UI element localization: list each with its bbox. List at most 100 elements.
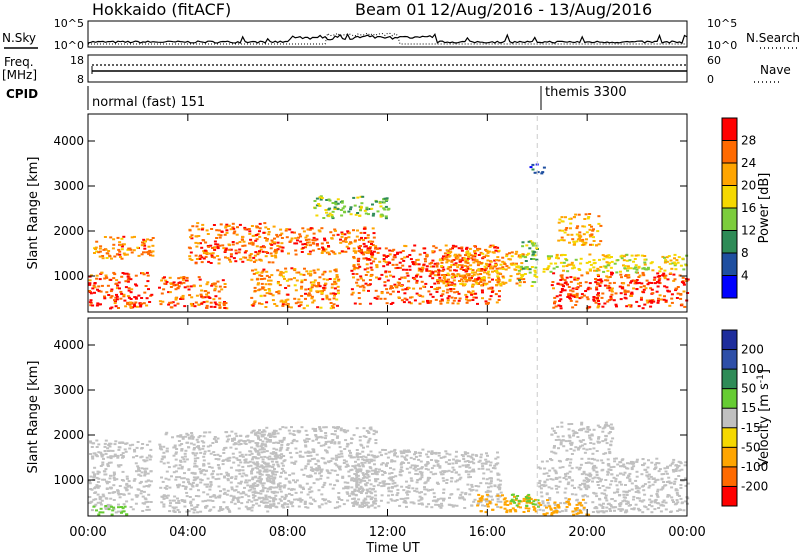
- vel-echo-cell: [515, 497, 518, 500]
- vel-echo-cell: [211, 500, 215, 502]
- power-echo-cell: [127, 247, 131, 250]
- vel-echo-cell: [245, 481, 249, 484]
- vel-echo-cell: [290, 442, 294, 445]
- power-echo-cell: [480, 268, 484, 270]
- power-echo-cell: [450, 296, 454, 299]
- vel-echo-cell: [141, 443, 145, 445]
- vel-echo-cell: [263, 443, 267, 446]
- vel-echo-cell: [128, 447, 132, 450]
- power-echo-cell: [643, 268, 647, 271]
- vel-echo-cell: [365, 492, 368, 495]
- vel-echo-cell: [369, 467, 373, 470]
- vel-echo-cell: [284, 493, 288, 496]
- power-echo-cell: [169, 282, 173, 285]
- vel-echo-cell: [477, 493, 481, 496]
- power-echo-cell: [382, 265, 386, 268]
- power-echo-cell: [389, 303, 393, 305]
- vel-echo-cell: [466, 483, 470, 486]
- vel-echo-cell: [210, 466, 214, 469]
- power-echo-cell: [501, 266, 505, 269]
- power-echo-cell: [573, 276, 577, 279]
- power-echo-cell: [310, 295, 314, 298]
- power-echo-cell: [336, 202, 340, 205]
- power-echo-cell: [378, 260, 382, 263]
- power-echo-cell: [510, 255, 514, 258]
- power-echo-cell: [450, 284, 453, 286]
- power-echo-cell: [352, 247, 356, 250]
- power-echo-cell: [527, 240, 531, 243]
- vel-echo-cell: [658, 468, 662, 471]
- power-echo-cell: [126, 295, 130, 298]
- vel-echo-cell: [112, 508, 116, 511]
- vel-echo-cell: [412, 458, 416, 461]
- power-echo-cell: [110, 288, 114, 291]
- power-echo-cell: [518, 284, 522, 287]
- power-echo-cell: [409, 296, 412, 299]
- power-echo-cell: [482, 256, 486, 259]
- vel-echo-cell: [399, 468, 403, 471]
- power-echo-cell: [553, 300, 557, 303]
- vel-echo-cell: [263, 455, 267, 458]
- power-echo-cell: [236, 226, 239, 229]
- power-echo-cell: [563, 279, 567, 282]
- vel-echo-cell: [455, 504, 459, 507]
- power-echo-cell: [596, 273, 600, 276]
- vel-echo-cell: [109, 461, 113, 464]
- vel-echo-cell: [165, 496, 169, 499]
- vel-echo-cell: [199, 481, 203, 484]
- vel-echo-cell: [288, 474, 292, 477]
- power-echo-cell: [339, 241, 343, 244]
- vel-echo-cell: [216, 437, 220, 440]
- vel-echo-cell: [225, 440, 229, 443]
- power-echo-cell: [536, 171, 540, 174]
- vel-echo-cell: [469, 489, 473, 492]
- vel-echo-cell: [184, 486, 188, 489]
- vel-echo-cell: [254, 432, 258, 435]
- power-echo-cell: [675, 297, 679, 299]
- power-echo-cell: [445, 261, 449, 264]
- power-echo-cell: [375, 266, 379, 269]
- vel-echo-cell: [430, 450, 434, 453]
- vel-echo-cell: [295, 479, 299, 482]
- vel-echo-cell: [372, 429, 376, 432]
- power-echo-cell: [341, 240, 345, 243]
- power-echo-cell: [522, 278, 526, 281]
- power-echo-cell: [112, 243, 116, 246]
- vel-echo-cell: [380, 454, 383, 457]
- power-echo-cell: [287, 278, 291, 281]
- power-echo-cell: [384, 247, 388, 250]
- power-echo-cell: [411, 261, 415, 263]
- power-echo-cell: [457, 273, 461, 276]
- vel-echo-cell: [267, 495, 271, 498]
- power-echo-cell: [214, 303, 218, 306]
- power-echo-cell: [446, 272, 450, 275]
- vel-echo-cell: [434, 503, 438, 506]
- power-echo-cell: [300, 279, 304, 282]
- vel-echo-cell: [269, 477, 273, 480]
- power-echo-cell: [328, 207, 332, 210]
- power-echo-cell: [656, 285, 660, 288]
- vel-echo-cell: [509, 502, 513, 505]
- power-echo-cell: [384, 270, 388, 273]
- vel-echo-cell: [374, 439, 378, 441]
- power-echo-cell: [120, 245, 124, 248]
- power-echo-cell: [508, 278, 512, 281]
- vel-echo-cell: [191, 471, 195, 474]
- vel-echo-cell: [204, 505, 207, 508]
- power-echo-cell: [367, 289, 370, 292]
- vel-echo-cell: [582, 508, 586, 511]
- vel-echo-cell: [238, 451, 242, 454]
- power-echo-cell: [216, 255, 220, 257]
- power-echo-cell: [510, 251, 514, 254]
- vel-echo-cell: [679, 497, 683, 500]
- vel-echo-cell: [362, 455, 366, 458]
- vel-echo-cell: [368, 466, 372, 469]
- vel-echo-cell: [547, 475, 551, 477]
- power-echo-cell: [294, 302, 298, 305]
- power-echo-cell: [263, 294, 267, 297]
- vel-echo-cell: [405, 480, 408, 483]
- power-echo-cell: [521, 241, 525, 244]
- power-echo-cell: [190, 296, 194, 299]
- power-echo-cell: [120, 237, 124, 240]
- vel-echo-cell: [439, 497, 443, 500]
